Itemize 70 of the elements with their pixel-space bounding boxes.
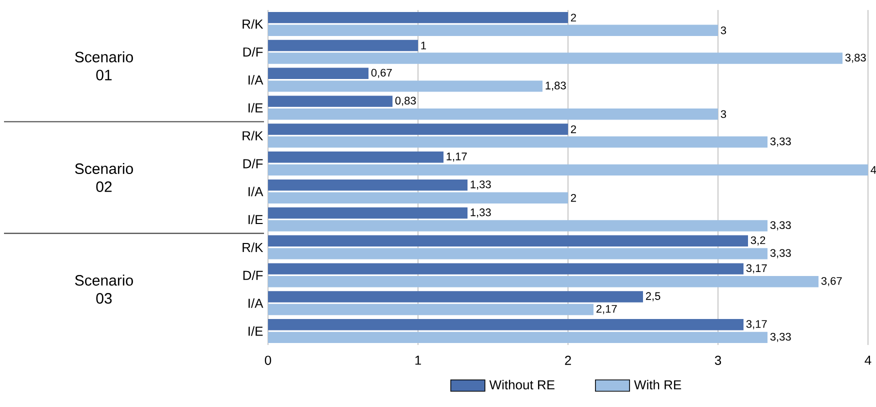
bar	[268, 220, 768, 232]
data-label: 4	[870, 166, 876, 174]
x-tick-label: 3	[714, 356, 722, 365]
text: Scenario 03	[75, 274, 133, 304]
x-tick-label: 0	[264, 356, 272, 365]
bar	[268, 96, 393, 107]
bar	[268, 304, 594, 316]
data-label: 3,17	[746, 320, 767, 330]
bar	[268, 207, 468, 219]
data-label: 3,33	[770, 221, 791, 230]
bar	[268, 179, 468, 191]
y-tick-label: I/A	[248, 298, 264, 308]
data-label: 1	[421, 42, 426, 50]
y-tick-label: I/E	[248, 214, 263, 224]
bar	[268, 248, 768, 260]
y-tick-label: R/K	[242, 19, 264, 29]
data-label: 3,17	[746, 264, 767, 274]
bar	[268, 152, 444, 163]
bar	[268, 164, 868, 176]
data-label: 2	[570, 125, 576, 134]
data-label: 2	[570, 14, 576, 22]
data-label: 2,5	[646, 292, 660, 302]
bar	[268, 12, 568, 24]
data-label: 3,67	[821, 277, 842, 286]
data-label: 3,83	[845, 54, 866, 63]
legend-label: Without RE	[489, 380, 554, 390]
bar	[268, 319, 744, 330]
data-label: 2,17	[596, 304, 617, 314]
bar	[268, 80, 543, 92]
y-tick-label: I/A	[248, 75, 264, 85]
bar	[268, 24, 718, 36]
text: Scenario 01	[75, 51, 133, 80]
y-tick-label: D/F	[243, 270, 263, 280]
bar	[268, 52, 843, 64]
legend-label: With RE	[634, 380, 682, 390]
y-tick-label: D/F	[243, 158, 263, 168]
y-tick-label: D/F	[243, 47, 263, 57]
text: Scenario 02	[75, 163, 133, 192]
data-label: 2	[570, 194, 576, 202]
bar	[268, 235, 748, 246]
data-label: 0,67	[371, 68, 392, 78]
data-label: 1,33	[470, 180, 491, 190]
data-label: 3,33	[770, 332, 791, 342]
y-tick-label: I/E	[248, 102, 263, 112]
x-tick-label: 4	[864, 356, 872, 365]
y-tick-label: I/E	[248, 326, 263, 336]
y-tick-label: I/A	[248, 186, 264, 196]
bar	[268, 332, 768, 344]
data-label: 3,33	[770, 137, 791, 147]
data-label: 3,33	[770, 249, 791, 258]
bar	[268, 263, 744, 274]
bar	[268, 136, 768, 148]
bar	[268, 68, 369, 79]
data-label: 3	[720, 26, 726, 34]
bar	[268, 276, 819, 288]
bar	[268, 40, 418, 52]
data-label: 3	[720, 110, 726, 118]
y-tick-label: R/K	[242, 242, 264, 252]
bar	[268, 108, 718, 120]
data-label: 1,83	[546, 82, 566, 91]
bar	[268, 192, 568, 204]
x-tick-label: 1	[415, 356, 421, 365]
data-label: 0,83	[395, 96, 416, 106]
data-label: 1,17	[446, 152, 467, 162]
x-tick-label: 2	[565, 356, 571, 365]
y-tick-label: R/K	[242, 130, 264, 140]
data-label: 3,2	[750, 236, 766, 246]
data-label: 1,33	[470, 208, 491, 218]
bar	[268, 291, 644, 302]
bar	[268, 124, 568, 135]
